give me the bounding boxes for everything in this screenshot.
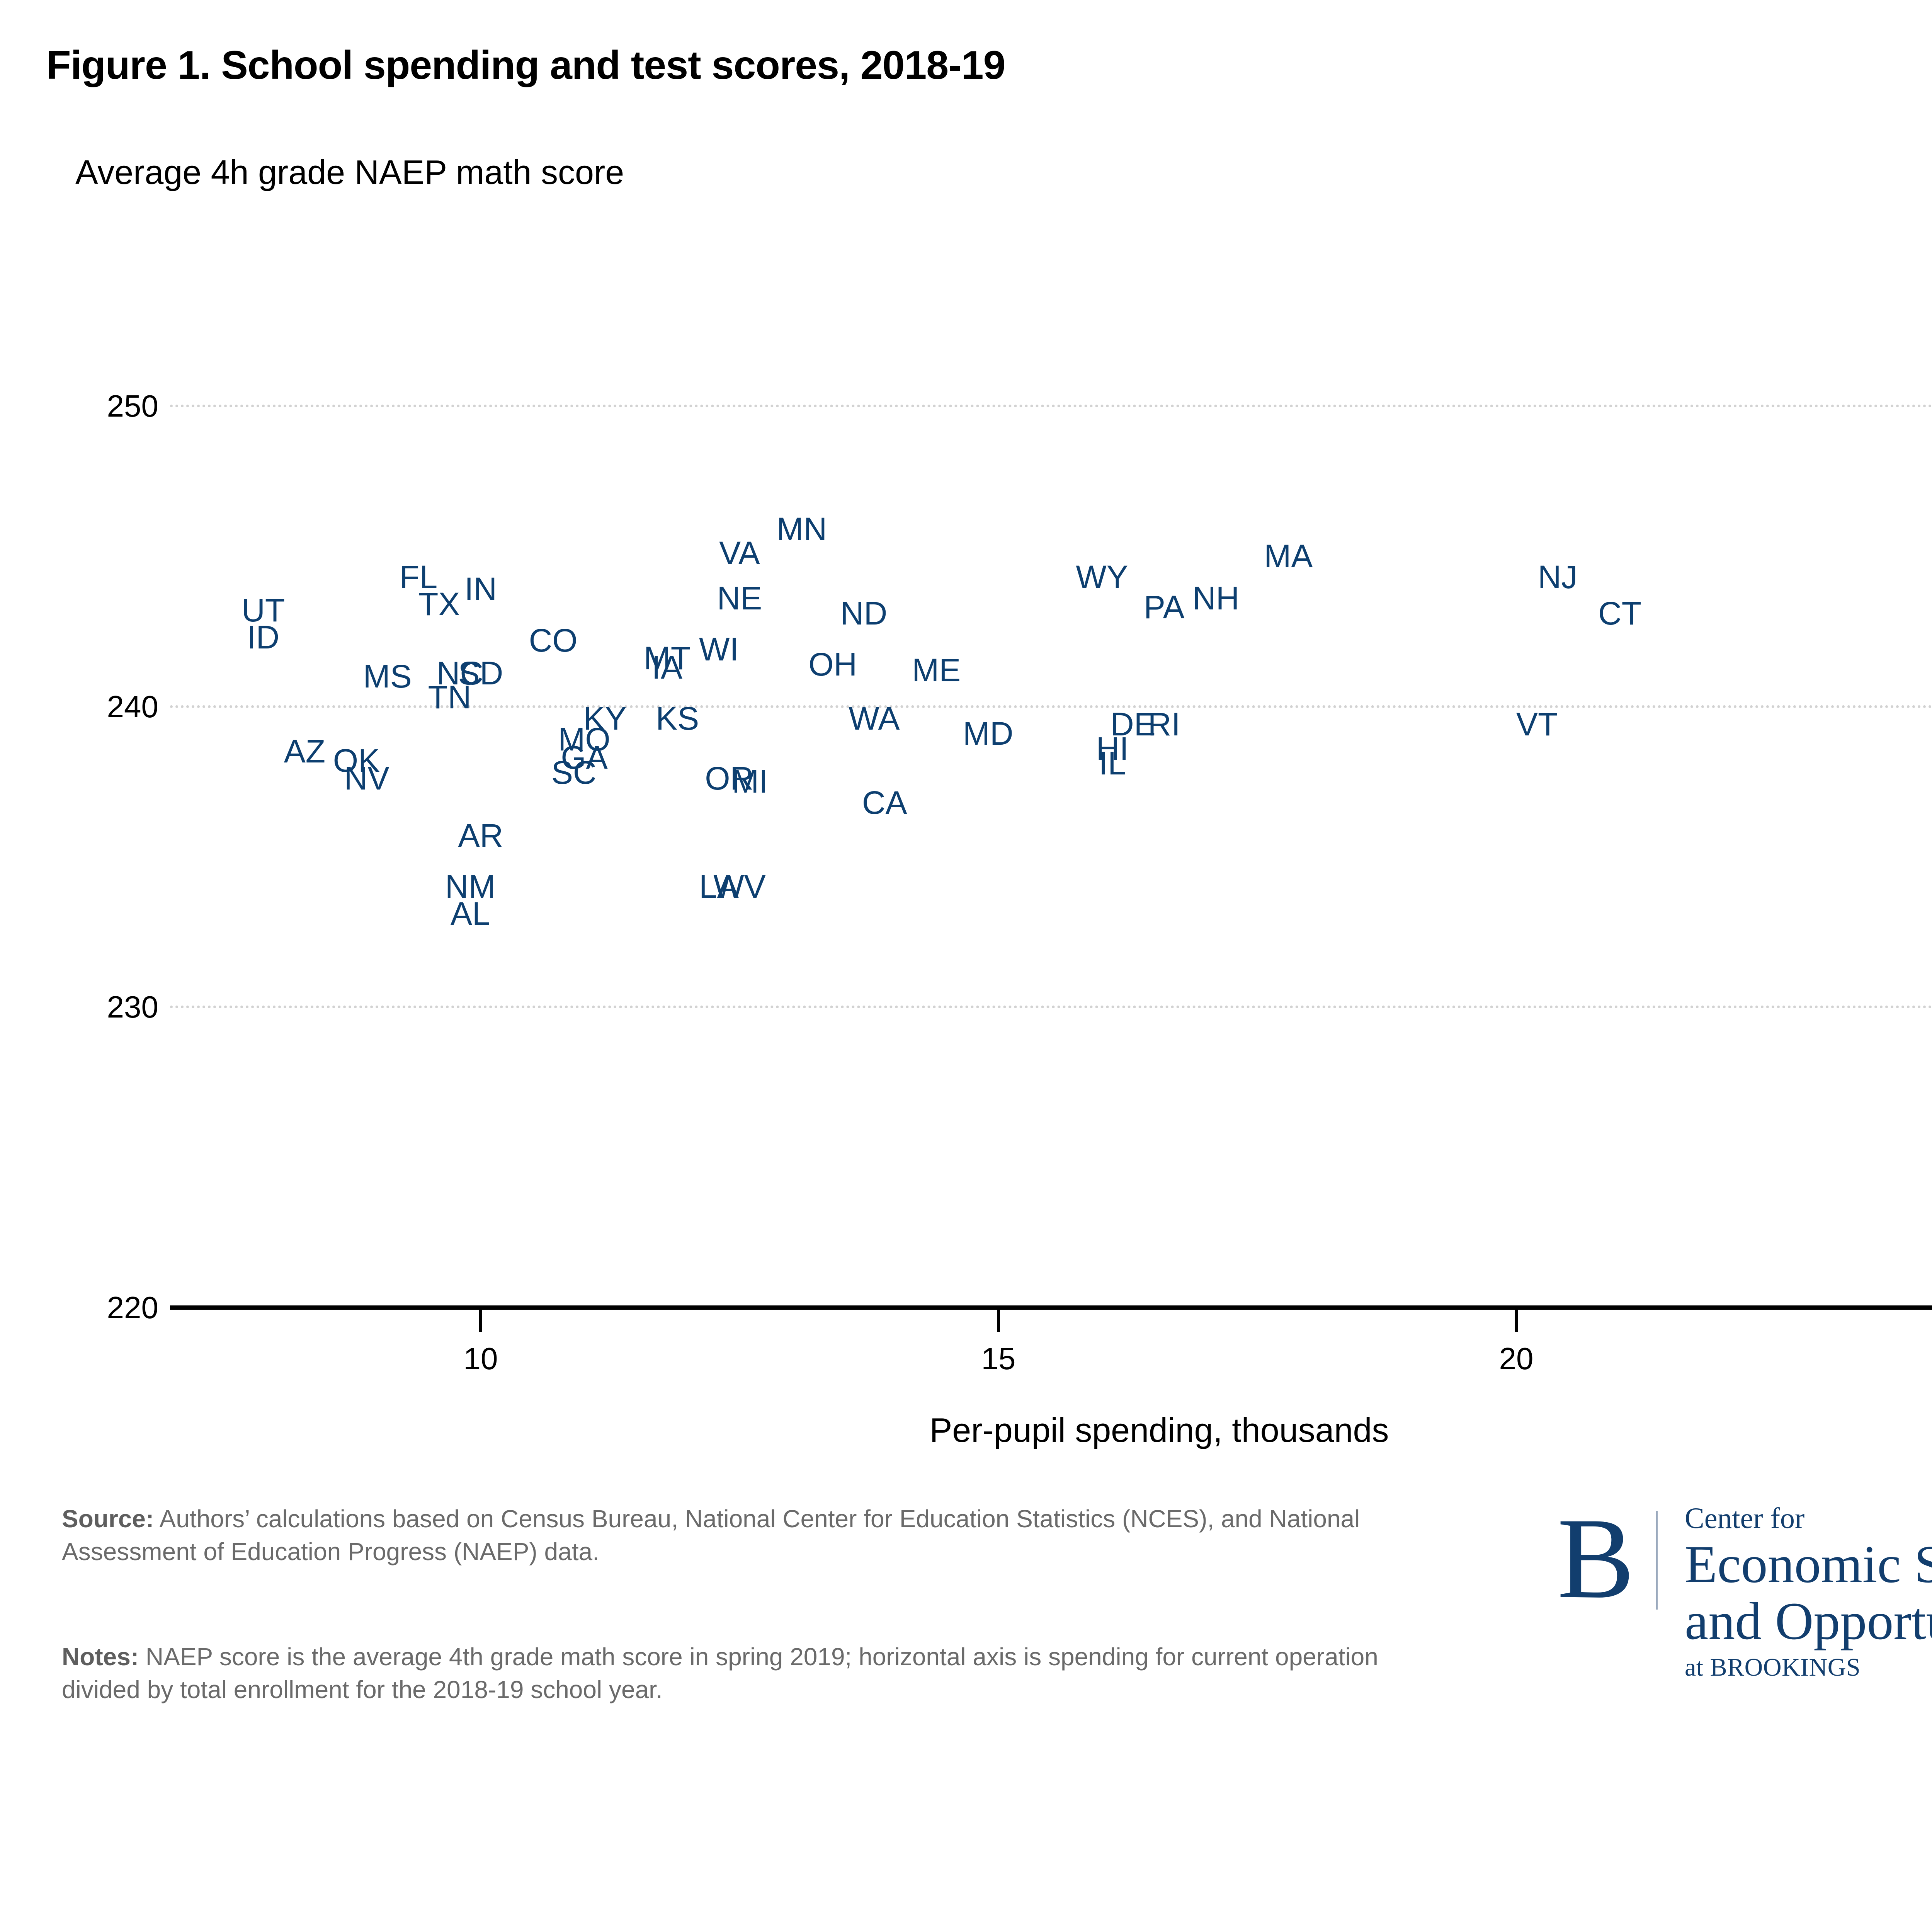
logo-monogram-b: B [1557, 1494, 1635, 1622]
state-label-il: IL [1099, 745, 1126, 782]
logo-line-center-for: Center for [1685, 1502, 1805, 1535]
gridline [170, 405, 1932, 407]
state-label-wy: WY [1076, 559, 1128, 596]
x-tick-label: 15 [981, 1341, 1016, 1376]
state-label-wv: WV [713, 868, 766, 905]
logo-line-at-brookings: at BROOKINGS [1685, 1653, 1861, 1682]
state-label-nh: NH [1192, 580, 1240, 616]
state-label-nv: NV [344, 760, 389, 797]
x-axis-title: Per-pupil spending, thousands [929, 1411, 1389, 1449]
state-label-co: CO [529, 622, 578, 659]
state-label-in: IN [464, 571, 497, 608]
state-label-md: MD [963, 715, 1014, 752]
state-label-tn: TN [428, 679, 471, 716]
state-label-ok: OK [333, 742, 380, 779]
state-label-ut: UT [242, 592, 285, 628]
state-label-mi: MI [732, 763, 768, 800]
state-label-ky: KY [583, 700, 627, 737]
notes-note: Notes: NAEP score is the average 4th gra… [62, 1640, 1406, 1706]
state-label-ri: RI [1148, 706, 1180, 743]
state-label-de: DE [1111, 706, 1156, 743]
logo-divider [1656, 1511, 1658, 1610]
footer: Source: Authors’ calculations based on C… [0, 1499, 1932, 1911]
gridline [170, 1006, 1932, 1009]
logo-line-and-opportunity: and Opportunity [1685, 1591, 1932, 1651]
state-label-mt: MT [643, 640, 691, 677]
state-label-pa: PA [1143, 589, 1185, 626]
state-label-wa: WA [849, 700, 900, 737]
x-tick [997, 1310, 1000, 1332]
state-label-ms: MS [363, 658, 412, 694]
source-note: Source: Authors’ calculations based on C… [62, 1503, 1406, 1568]
state-label-nd: ND [840, 595, 888, 631]
state-label-wi: WI [699, 631, 739, 667]
logo-line-economic-security: Economic Security [1685, 1534, 1932, 1594]
state-label-ca: CA [862, 784, 907, 821]
y-tick-label: 240 [107, 689, 158, 724]
logo-wordmark: Center for Economic Security and Opportu… [1685, 1503, 1932, 1682]
notes-label: Notes: [62, 1643, 139, 1671]
state-label-ma: MA [1264, 538, 1313, 574]
x-tick [1515, 1310, 1518, 1332]
y-tick-label: 230 [107, 990, 158, 1024]
state-label-ct: CT [1598, 595, 1641, 631]
source-body: Authors’ calculations based on Census Bu… [62, 1505, 1360, 1566]
state-label-id: ID [247, 619, 280, 655]
state-label-nj: NJ [1537, 559, 1578, 596]
state-label-fl: FL [400, 559, 438, 596]
x-axis-line [170, 1305, 1932, 1310]
y-tick-label: 250 [107, 389, 158, 423]
x-tick [479, 1310, 482, 1332]
state-label-ar: AR [458, 817, 503, 854]
state-label-mo: MO [558, 721, 611, 758]
state-label-tx: TX [418, 586, 460, 623]
state-label-al: AL [450, 895, 490, 932]
state-label-ia: IA [651, 649, 683, 686]
source-label: Source: [62, 1505, 154, 1533]
state-label-mn: MN [776, 511, 827, 547]
state-label-sd: SD [458, 655, 503, 692]
state-label-me: ME [912, 652, 961, 689]
state-label-va: VA [719, 535, 760, 572]
state-label-or: OR [705, 760, 754, 797]
y-axis-caption: Average 4h grade NAEP math score [75, 153, 624, 191]
state-label-la: LA [699, 868, 739, 905]
state-label-ne: NE [717, 580, 762, 616]
gridline [170, 705, 1932, 708]
state-label-az: AZ [284, 733, 326, 770]
y-tick-label: 220 [107, 1290, 158, 1325]
state-label-nm: NM [445, 868, 496, 905]
state-label-nc: NC [436, 655, 484, 692]
page-title: Figure 1. School spending and test score… [46, 43, 1005, 88]
x-tick-label: 10 [463, 1341, 498, 1376]
brookings-logo: B Center for Economic Security and Oppor… [1557, 1494, 1932, 1743]
state-label-ks: KS [656, 700, 699, 737]
state-label-oh: OH [808, 646, 857, 682]
x-tick-label: 20 [1499, 1341, 1534, 1376]
notes-body: NAEP score is the average 4th grade math… [62, 1643, 1378, 1704]
state-label-vt: VT [1516, 706, 1558, 743]
state-label-sc: SC [551, 754, 597, 791]
state-label-ga: GA [561, 739, 608, 776]
state-label-hi: HI [1096, 730, 1129, 767]
